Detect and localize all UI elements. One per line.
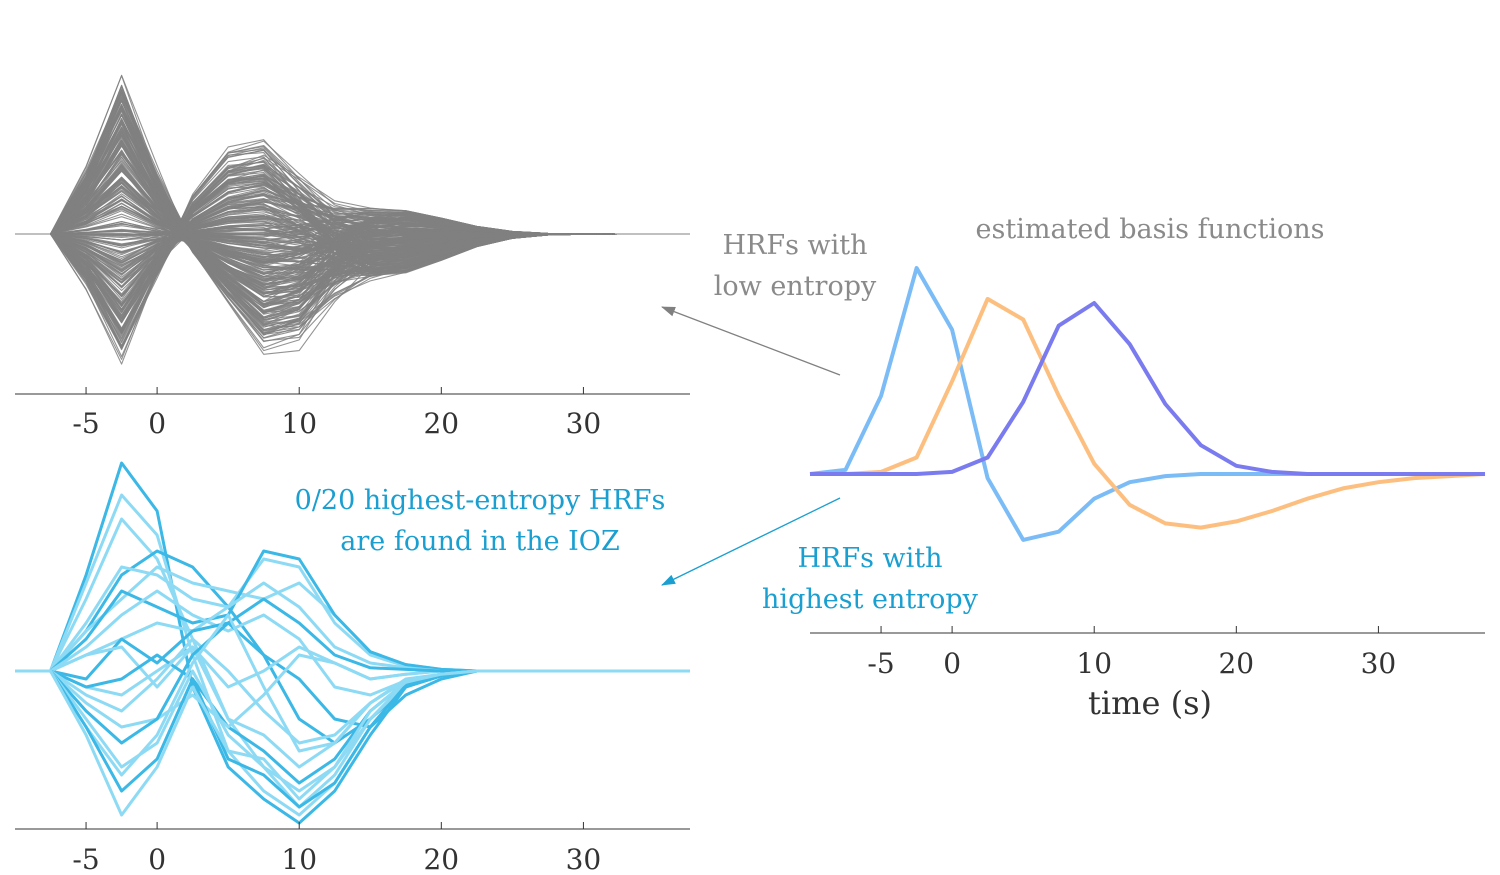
x-tick-label: 30 <box>566 407 602 440</box>
highest-entropy-hrf-line <box>15 669 690 817</box>
basis-function-line-1 <box>809 266 1485 542</box>
low-entropy-hrf-line <box>15 211 690 270</box>
x-tick-label: -5 <box>867 647 894 680</box>
x-tick-label: 20 <box>1218 647 1254 680</box>
low-entropy-line-2: low entropy <box>713 271 877 302</box>
low-entropy-arrow <box>661 306 841 376</box>
x-tick-label: 30 <box>566 843 602 875</box>
highest-entropy-panel: -5 0 10 20 30 <box>15 461 690 875</box>
highest-entropy-arrow <box>661 497 841 586</box>
x-tick-label: -5 <box>72 843 99 875</box>
basis-functions-panel: -5 0 10 20 30 <box>809 266 1486 680</box>
x-tick-label: 10 <box>1076 647 1112 680</box>
x-tick-label: 10 <box>281 407 317 440</box>
basis-function-line-2 <box>810 296 1486 530</box>
x-tick-label: 0 <box>148 843 166 875</box>
x-tick-label: 10 <box>281 843 317 875</box>
basis-functions-title: estimated basis functions <box>975 214 1325 245</box>
highest-entropy-line-1: HRFs with <box>797 543 943 574</box>
x-tick-label: 30 <box>1361 647 1397 680</box>
x-tick-label: 20 <box>423 407 459 440</box>
x-axis-label: time (s) <box>1088 684 1212 722</box>
ioz-line-1: 0/20 highest-entropy HRFs <box>294 485 666 516</box>
highest-entropy-line-2: highest entropy <box>762 584 978 615</box>
x-tick-label: 20 <box>423 843 459 875</box>
highest-entropy-label: HRFs with highest entropy <box>740 538 1000 620</box>
ioz-line-2: are found in the IOZ <box>340 526 620 557</box>
low-entropy-line-1: HRFs with <box>722 230 868 261</box>
low-entropy-panel: -5 0 10 20 30 <box>15 74 690 440</box>
basis-function-line-3 <box>810 301 1485 476</box>
highest-entropy-hrf-line <box>15 549 690 673</box>
x-tick-label: -5 <box>72 407 99 440</box>
x-tick-label: 0 <box>148 407 166 440</box>
low-entropy-label: HRFs with low entropy <box>690 225 900 307</box>
x-tick-label: 0 <box>943 647 961 680</box>
ioz-annotation: 0/20 highest-entropy HRFs are found in t… <box>270 480 690 562</box>
